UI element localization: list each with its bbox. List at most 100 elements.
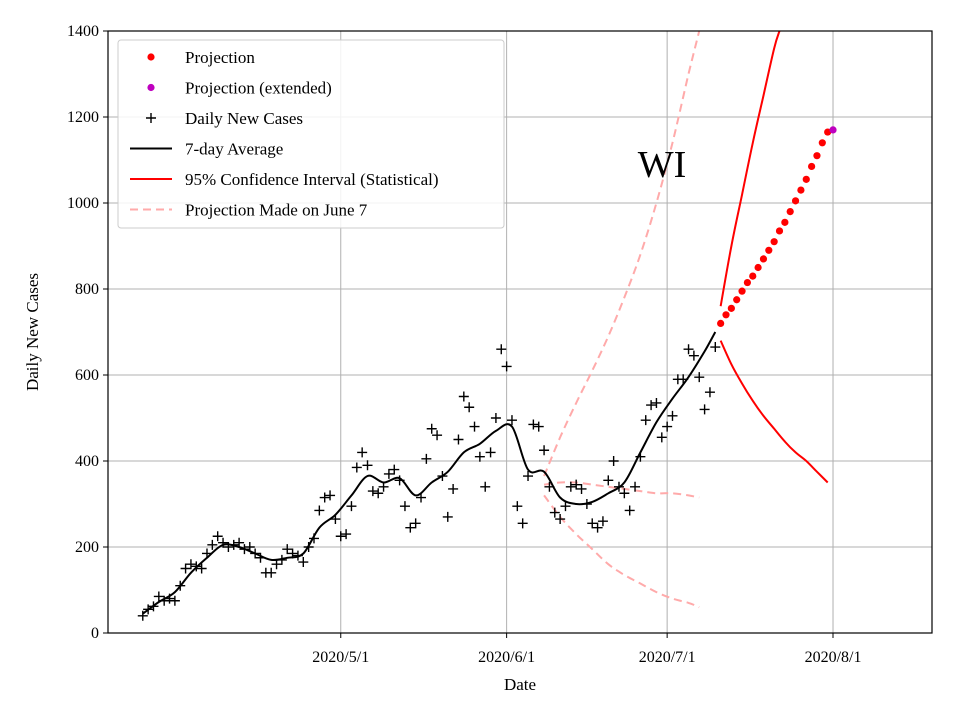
daily-case-marker: [506, 415, 517, 426]
daily-case-marker: [399, 501, 410, 512]
daily-case-marker: [234, 537, 245, 548]
daily-case-marker: [416, 492, 427, 503]
daily-case-marker: [576, 483, 587, 494]
daily-case-marker: [699, 404, 710, 415]
daily-case-marker: [565, 481, 576, 492]
daily-case-marker: [271, 559, 282, 570]
daily-case-marker: [485, 447, 496, 458]
x-tick-label: 2020/8/1: [805, 649, 862, 666]
y-tick-label: 200: [75, 539, 99, 556]
legend-label: Projection (extended): [185, 79, 332, 98]
daily-case-marker: [587, 518, 598, 529]
x-axis-title: Date: [504, 675, 536, 694]
daily-case-marker: [453, 434, 464, 445]
daily-case-marker: [619, 488, 630, 499]
projection-point: [722, 311, 730, 319]
projection-point: [775, 227, 784, 235]
daily-case-marker: [688, 350, 699, 361]
daily-case-marker: [292, 550, 303, 561]
legend-label: 95% Confidence Interval (Statistical): [185, 170, 439, 189]
daily-case-marker: [667, 410, 678, 421]
daily-case-marker: [405, 522, 416, 533]
daily-case-marker: [635, 451, 646, 462]
projection-point: [813, 152, 821, 160]
daily-case-marker: [389, 464, 400, 475]
daily-case-marker: [651, 397, 662, 408]
daily-case-marker: [266, 567, 277, 578]
legend-label: Projection: [185, 48, 255, 67]
daily-case-marker: [346, 501, 357, 512]
projection-point: [738, 287, 746, 295]
legend-box: [117, 39, 505, 229]
daily-case-marker: [437, 471, 448, 482]
daily-case-marker: [228, 539, 239, 550]
projection-point: [717, 319, 725, 327]
daily-case-marker: [544, 481, 555, 492]
daily-case-marker: [383, 468, 394, 479]
daily-case-marker: [255, 552, 266, 563]
daily-case-marker: [341, 529, 352, 540]
legend-label: 7-day Average: [185, 140, 283, 159]
daily-case-marker: [624, 505, 635, 516]
y-tick-label: 1400: [67, 23, 99, 40]
confidence-interval-upper-line: [719, 31, 781, 307]
legend: Projection Projection (extended) Daily New…: [117, 39, 505, 229]
daily-case-marker: [442, 511, 453, 522]
projection-point: [733, 296, 741, 304]
daily-case-marker: [694, 372, 705, 383]
daily-case-marker: [630, 481, 641, 492]
daily-case-marker: [185, 559, 196, 570]
daily-case-marker: [421, 453, 432, 464]
daily-case-marker: [426, 423, 437, 434]
daily-case-marker: [250, 548, 261, 559]
daily-case-marker: [309, 533, 319, 544]
daily-case-marker: [432, 430, 443, 441]
daily-case-marker: [330, 514, 341, 525]
daily-case-marker: [207, 539, 218, 550]
daily-case-marker: [351, 462, 362, 473]
daily-case-marker: [378, 481, 389, 492]
x-tick-label: 2020/7/1: [639, 649, 696, 666]
projection-point: [759, 255, 768, 263]
daily-case-marker: [533, 421, 544, 432]
y-tick-label: 0: [91, 625, 99, 642]
projection-point: [818, 139, 826, 147]
daily-case-marker: [592, 522, 603, 533]
daily-case-marker: [410, 518, 421, 529]
daily-case-marker: [175, 580, 186, 591]
daily-case-marker: [496, 344, 507, 355]
daily-case-marker: [362, 460, 373, 471]
daily-case-marker: [335, 531, 346, 542]
daily-case-marker: [613, 481, 624, 492]
plot-frame: [107, 30, 933, 634]
daily-case-marker: [656, 432, 667, 443]
y-tick-label: 1200: [67, 109, 99, 126]
daily-case-marker: [143, 604, 154, 615]
projection-point: [802, 175, 810, 183]
daily-case-marker: [448, 483, 459, 494]
daily-case-marker: [704, 387, 715, 398]
daily-case-marker: [180, 563, 191, 574]
projection-point: [765, 246, 773, 254]
y-axis-title: Daily New Cases: [23, 273, 42, 391]
daily-case-marker: [597, 516, 608, 527]
y-tick-label: 1000: [67, 195, 99, 212]
daily-case-marker: [191, 561, 202, 572]
projection-point: [743, 278, 752, 287]
state-annotation: WI: [638, 144, 687, 186]
daily-case-marker: [169, 595, 180, 606]
daily-case-marker: [218, 537, 229, 548]
daily-case-marker: [646, 400, 657, 411]
projection-point: [808, 162, 816, 171]
projection-point: [749, 272, 757, 280]
daily-case-marker: [662, 421, 673, 432]
daily-case-marker: [357, 447, 368, 458]
daily-case-marker: [244, 542, 255, 552]
daily-case-marker: [571, 479, 582, 490]
daily-case-marker: [501, 361, 512, 372]
projection-point: [770, 238, 778, 246]
daily-case-marker: [367, 486, 378, 497]
daily-case-marker: [394, 475, 405, 486]
daily-case-marker: [373, 488, 384, 499]
daily-case-marker: [319, 492, 330, 503]
